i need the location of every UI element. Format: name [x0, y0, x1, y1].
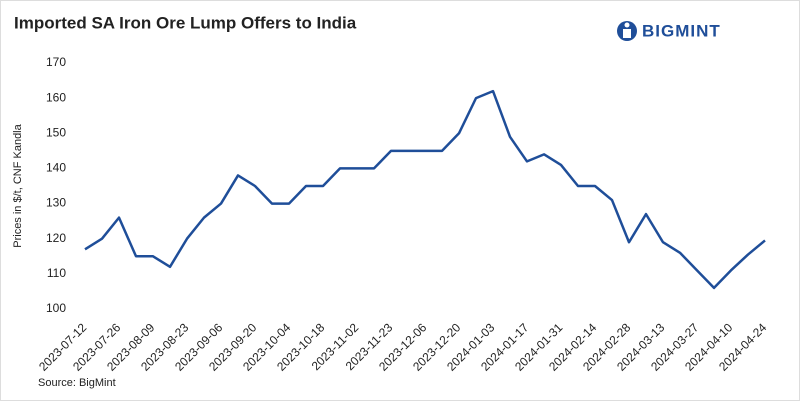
y-tick-label: 130 [46, 196, 66, 210]
y-tick-label: 160 [46, 90, 66, 104]
y-axis-label: Prices in $/t, CNF Kandla [12, 123, 24, 247]
y-tick-label: 170 [46, 55, 66, 69]
logo-icon-part [623, 29, 631, 38]
y-tick-label: 140 [46, 161, 66, 175]
y-tick-label: 150 [46, 125, 66, 139]
logo: BIGMINT [617, 21, 721, 41]
logo-icon-part [624, 22, 630, 28]
source: Source: BigMint [38, 377, 116, 389]
y-tick-label: 100 [46, 301, 66, 315]
logo-text: BIGMINT [642, 21, 721, 40]
line-series [84, 89, 766, 290]
y-tick-label: 110 [47, 266, 66, 280]
chart-title: Imported SA Iron Ore Lump Offers to Indi… [14, 13, 357, 32]
y-tick-label: 120 [46, 231, 66, 245]
